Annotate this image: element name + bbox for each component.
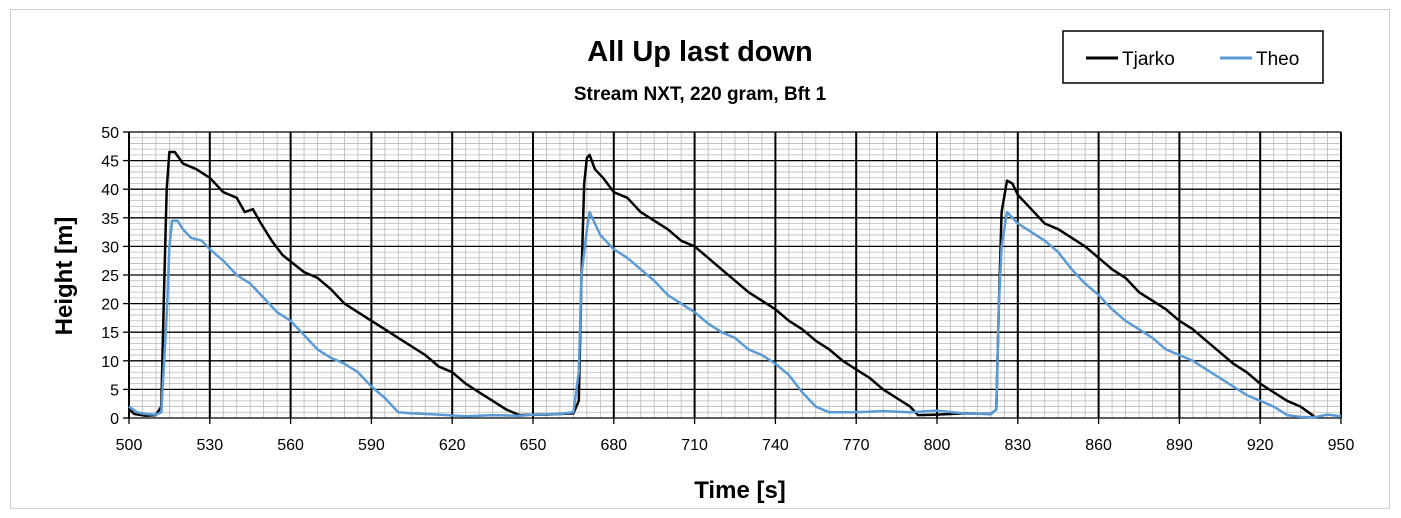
y-tick-label: 35 (101, 211, 119, 228)
chart-title: All Up last down (587, 36, 813, 68)
y-tick-label: 50 (101, 125, 119, 142)
x-tick-label: 830 (1004, 437, 1031, 454)
x-axis-label: Time [s] (694, 477, 786, 504)
y-tick-label: 45 (101, 154, 119, 171)
x-tick-label: 680 (600, 437, 627, 454)
chart-frame (10, 9, 1390, 509)
y-tick-label: 5 (110, 382, 119, 399)
x-tick-label: 800 (924, 437, 951, 454)
x-tick-label: 770 (843, 437, 870, 454)
y-axis-ticks: 0 5 10 15 20 25 30 35 40 45 50 (101, 125, 129, 428)
legend: Tjarko Theo (1062, 30, 1324, 84)
x-tick-label: 950 (1328, 437, 1355, 454)
legend-label-tjarko: Tjarko (1122, 49, 1175, 70)
chart-subtitle: Stream NXT, 220 gram, Bft 1 (574, 84, 827, 105)
x-axis-ticks: 500 530 560 590 620 650 680 710 740 770 800 830 860 8… (116, 418, 1355, 454)
series-line-tjarko (128, 150, 1315, 418)
x-tick-label: 860 (1085, 437, 1112, 454)
y-axis-label: Height [m] (51, 217, 78, 336)
series-lines (128, 150, 1342, 419)
y-tick-label: 40 (101, 182, 119, 199)
x-tick-label: 620 (439, 437, 466, 454)
x-tick-label: 710 (681, 437, 708, 454)
legend-box (1062, 30, 1324, 84)
y-tick-label: 30 (101, 239, 119, 256)
y-tick-label: 0 (110, 411, 119, 428)
x-tick-label: 500 (116, 437, 143, 454)
y-tick-label: 20 (101, 297, 119, 314)
x-tick-label: 890 (1166, 437, 1193, 454)
x-tick-label: 920 (1247, 437, 1274, 454)
y-tick-label: 10 (101, 354, 119, 371)
y-tick-label: 15 (101, 325, 119, 342)
x-tick-label: 740 (762, 437, 789, 454)
x-tick-label: 590 (358, 437, 385, 454)
x-tick-label: 650 (520, 437, 547, 454)
x-tick-label: 530 (196, 437, 223, 454)
y-tick-label: 25 (101, 268, 119, 285)
legend-label-theo: Theo (1256, 49, 1299, 70)
x-tick-label: 560 (277, 437, 304, 454)
series-line-theo (128, 210, 1342, 419)
major-gridlines (128, 131, 1342, 419)
